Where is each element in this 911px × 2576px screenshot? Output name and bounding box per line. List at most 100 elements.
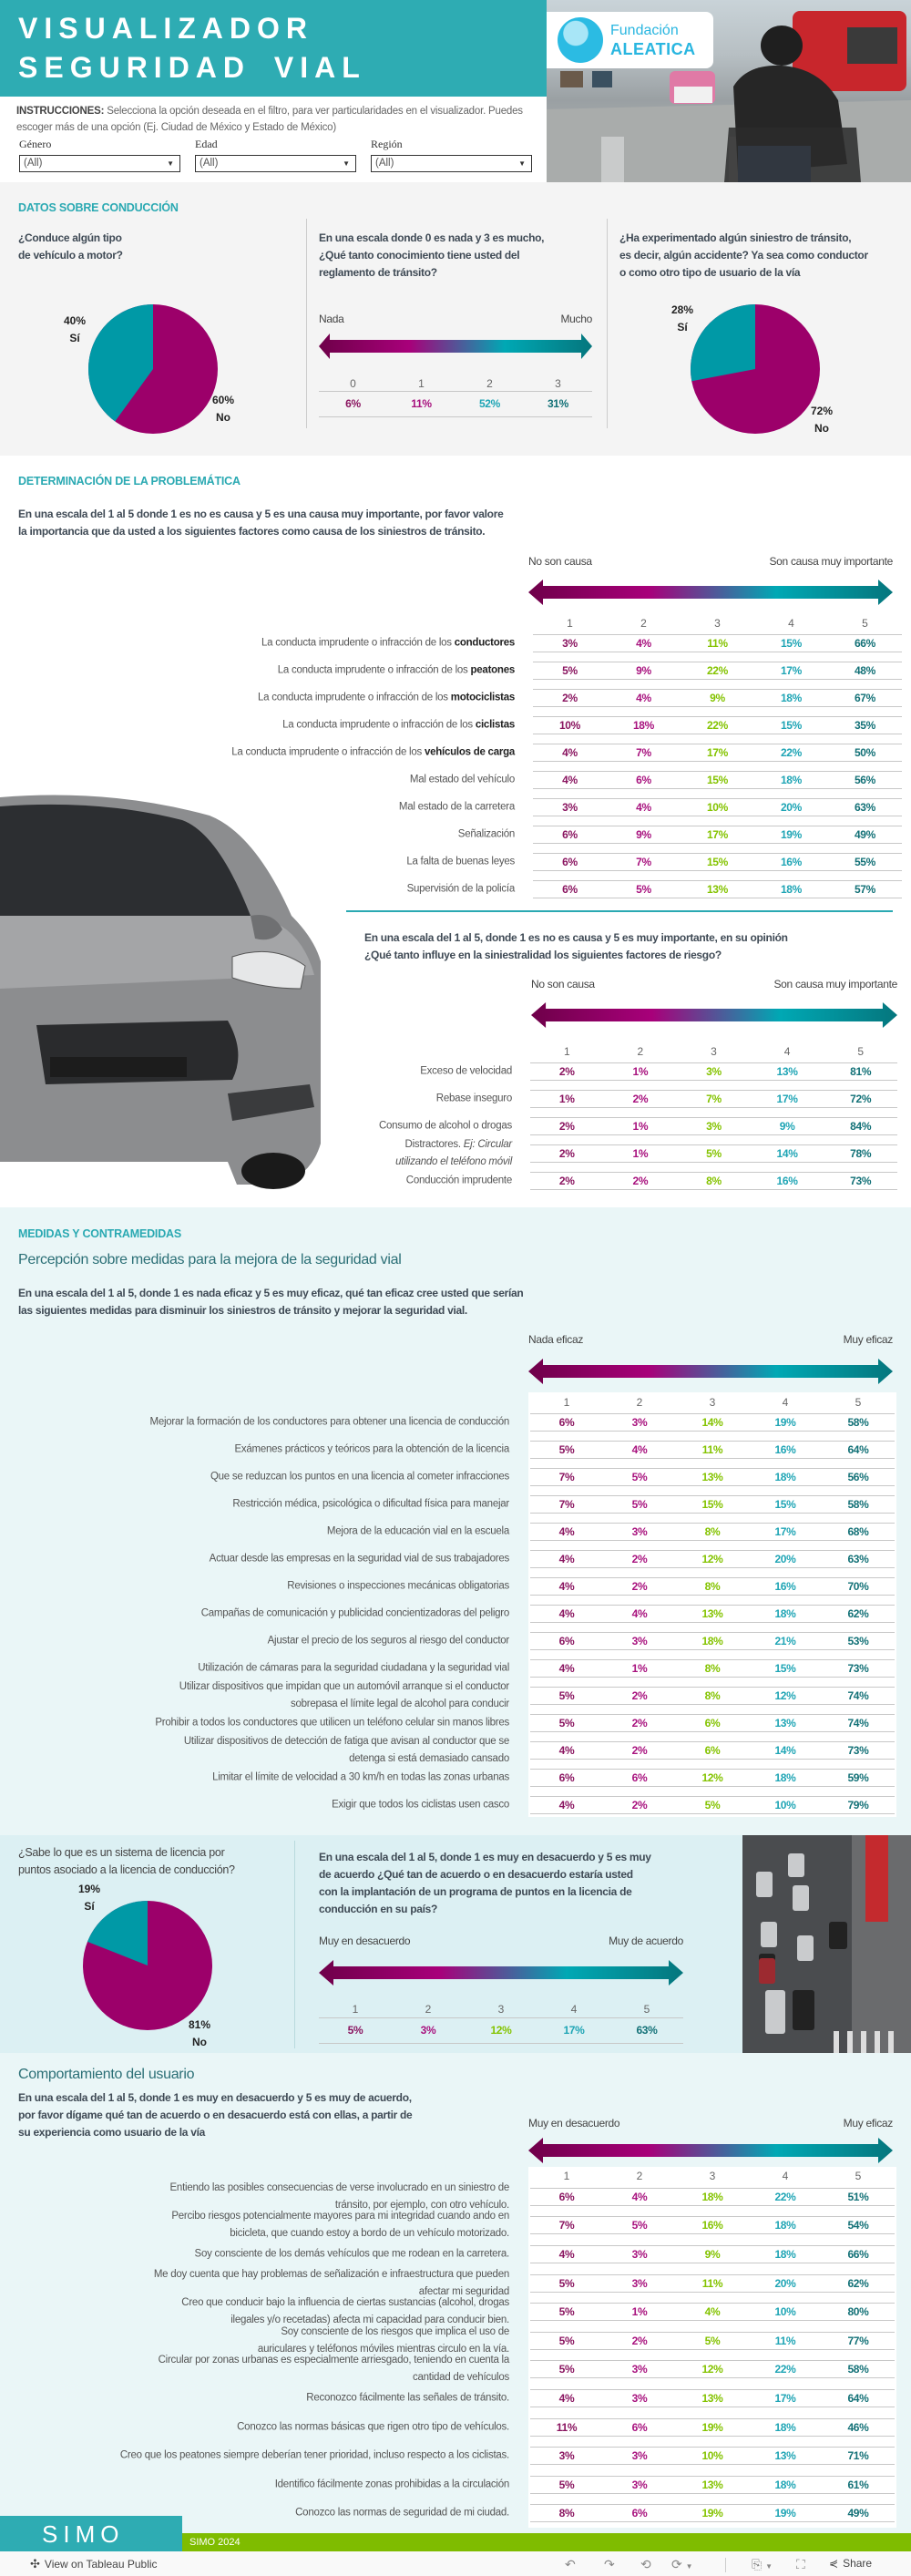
- percent-value: 14%: [774, 1744, 796, 1757]
- percent-value: 19%: [701, 2420, 723, 2434]
- percent-value: 3%: [631, 1635, 648, 1647]
- row-values: 5% 3% 13% 18% 61%: [530, 2475, 895, 2494]
- percent-value: 4%: [562, 746, 578, 759]
- redo-icon[interactable]: ↷: [604, 2557, 615, 2571]
- percent-value: 4%: [558, 1553, 575, 1565]
- row-label-text: Mal estado del vehículo: [409, 774, 515, 785]
- row-label-text: Conducción imprudente: [405, 1175, 512, 1186]
- scale-header-value: 3: [555, 377, 561, 390]
- percent-value: 8%: [704, 1525, 721, 1538]
- street-scene-image: [547, 11, 911, 182]
- row-label-example: Ej: Circular utilizando el teléfono móvi…: [395, 1139, 512, 1167]
- percent-value: 3%: [631, 2276, 648, 2290]
- percent-value: 6%: [631, 2507, 648, 2520]
- percent-value: 10%: [706, 801, 729, 814]
- percent-value: 6%: [558, 1416, 575, 1429]
- percent-value: 15%: [774, 1498, 796, 1511]
- percent-value: 73%: [850, 1175, 872, 1187]
- row-values: 2% 1% 3% 13% 81%: [530, 1062, 897, 1081]
- row-label: La conducta imprudente o infracción de l…: [258, 690, 515, 707]
- row-values: 5% 4% 11% 16% 64%: [530, 1441, 895, 1459]
- row-values: 2% 1% 3% 9% 84%: [530, 1117, 897, 1135]
- view-on-tableau-link[interactable]: ✣ View on Tableau Public: [30, 2557, 158, 2571]
- table-row: Ajustar el precio de los seguros al ries…: [0, 1627, 911, 1655]
- pie-slice-si[interactable]: [691, 304, 755, 382]
- row-label-text: Limitar el límite de velocidad a 30 km/h…: [212, 1771, 509, 1783]
- filter-select-edad[interactable]: (All) ▼: [195, 155, 356, 172]
- percent-value: 49%: [854, 828, 876, 841]
- subtitle-comportamiento: Comportamiento del usuario: [18, 2067, 195, 2082]
- percent-value: 80%: [847, 2305, 869, 2319]
- percent-value: 4%: [558, 2247, 575, 2261]
- percent-value: 15%: [780, 719, 803, 732]
- percent-value: 11%: [701, 2276, 723, 2290]
- filter-select-region[interactable]: (All) ▼: [371, 155, 532, 172]
- percent-value: 6%: [562, 828, 578, 841]
- percent-value: 12%: [490, 2024, 512, 2037]
- logo-text-aleatica: ALEATICA: [610, 40, 696, 58]
- percent-value: 11%: [701, 1443, 723, 1456]
- row-values: 4% 2% 12% 20% 63%: [530, 1550, 895, 1568]
- row-values: 11% 6% 19% 18% 46%: [530, 2417, 895, 2437]
- row-label-text: Prohibir a todos los conductores que uti…: [155, 1717, 509, 1729]
- percent-value: 16%: [780, 856, 803, 868]
- percent-value: 7%: [558, 1471, 575, 1483]
- percent-value: 6%: [558, 2190, 575, 2203]
- percent-value: 18%: [774, 1771, 796, 1784]
- row-label-text: Utilizar dispositivos que impidan que un…: [179, 1681, 509, 1709]
- row-values: 4% 1% 8% 15% 73%: [530, 1659, 895, 1678]
- percent-value: 68%: [847, 1525, 869, 1538]
- row-values: 6% 4% 18% 22% 51%: [530, 2187, 895, 2206]
- row-label-emphasis: conductores: [454, 637, 516, 649]
- fullscreen-icon[interactable]: ⛶: [796, 2557, 805, 2571]
- percent-value: 16%: [774, 1443, 796, 1456]
- percent-value: 11%: [411, 397, 432, 410]
- pie-category-no: No: [192, 2036, 208, 2048]
- row-values: 10% 18% 22% 15% 35%: [533, 716, 902, 734]
- row-label-text: Utilización de cámaras para la seguridad…: [198, 1662, 509, 1674]
- percent-value: 72%: [850, 1093, 872, 1105]
- pie-value-no: 60%: [212, 394, 235, 406]
- percent-value: 13%: [776, 1065, 798, 1078]
- download-icon[interactable]: ⎘ ▼: [752, 2557, 773, 2571]
- question-factores-causa: En una escala del 1 al 5 donde 1 es no e…: [18, 508, 504, 538]
- percent-value: 18%: [780, 692, 803, 704]
- row-label: Supervisión de la policía: [407, 881, 516, 898]
- row-label-text: La conducta imprudente o infracción de l…: [282, 719, 476, 731]
- row-label: Mal estado del vehículo: [410, 772, 515, 789]
- percent-value: 5%: [558, 2363, 575, 2376]
- question-conduce: ¿Conduce algún tipo de vehículo a motor?: [18, 231, 123, 262]
- percent-value: 22%: [706, 664, 729, 677]
- row-label-text: Soy consciente de los demás vehículos qu…: [194, 2248, 510, 2260]
- chevron-down-icon: ▼: [167, 159, 174, 168]
- filter-label-region: Región: [371, 138, 403, 150]
- undo-icon[interactable]: ↶: [565, 2557, 576, 2571]
- double-arrow-icon: [528, 580, 893, 605]
- pie-slice-si[interactable]: [87, 1901, 148, 1965]
- percent-value: 5%: [558, 2478, 575, 2491]
- filter-select-genero[interactable]: (All) ▼: [19, 155, 180, 172]
- percent-value: 8%: [704, 1662, 721, 1675]
- percent-value: 2%: [631, 1689, 648, 1702]
- filter-value: (All): [200, 158, 219, 169]
- revert-icon[interactable]: ⟲: [640, 2557, 651, 2571]
- row-label: Entiendo las posibles consecuencias de v…: [170, 2180, 510, 2214]
- row-label-text: Identifico fácilmente zonas prohibidas a…: [274, 2479, 510, 2490]
- scale-header-value: 3: [709, 2170, 716, 2182]
- scale-header-value: 3: [709, 1396, 716, 1409]
- row-values: 5% 3% 11% 20% 62%: [530, 2273, 895, 2293]
- refresh-icon[interactable]: ⟳ ▼: [671, 2557, 693, 2571]
- row-label-text: La conducta imprudente o infracción de l…: [261, 637, 455, 649]
- percent-value: 3%: [562, 637, 578, 650]
- pie-slice-si[interactable]: [88, 304, 153, 422]
- row-label: Mejora de la educación vial en la escuel…: [327, 1524, 509, 1541]
- scale-header-value: 3: [711, 1045, 717, 1058]
- percent-value: 9%: [636, 664, 651, 677]
- scale-label-right: Mucho: [560, 313, 592, 325]
- percent-value: 63%: [854, 801, 876, 814]
- share-button[interactable]: ⋞ Share: [829, 2557, 872, 2570]
- row-values: 5% 3% 12% 17% 63%: [319, 2017, 683, 2044]
- simo-logo: SIMO: [0, 2516, 182, 2551]
- table-row: Limitar el límite de velocidad a 30 km/h…: [0, 1764, 911, 1791]
- page-title: VISUALIZADOR SEGURIDAD VIAL: [18, 9, 366, 87]
